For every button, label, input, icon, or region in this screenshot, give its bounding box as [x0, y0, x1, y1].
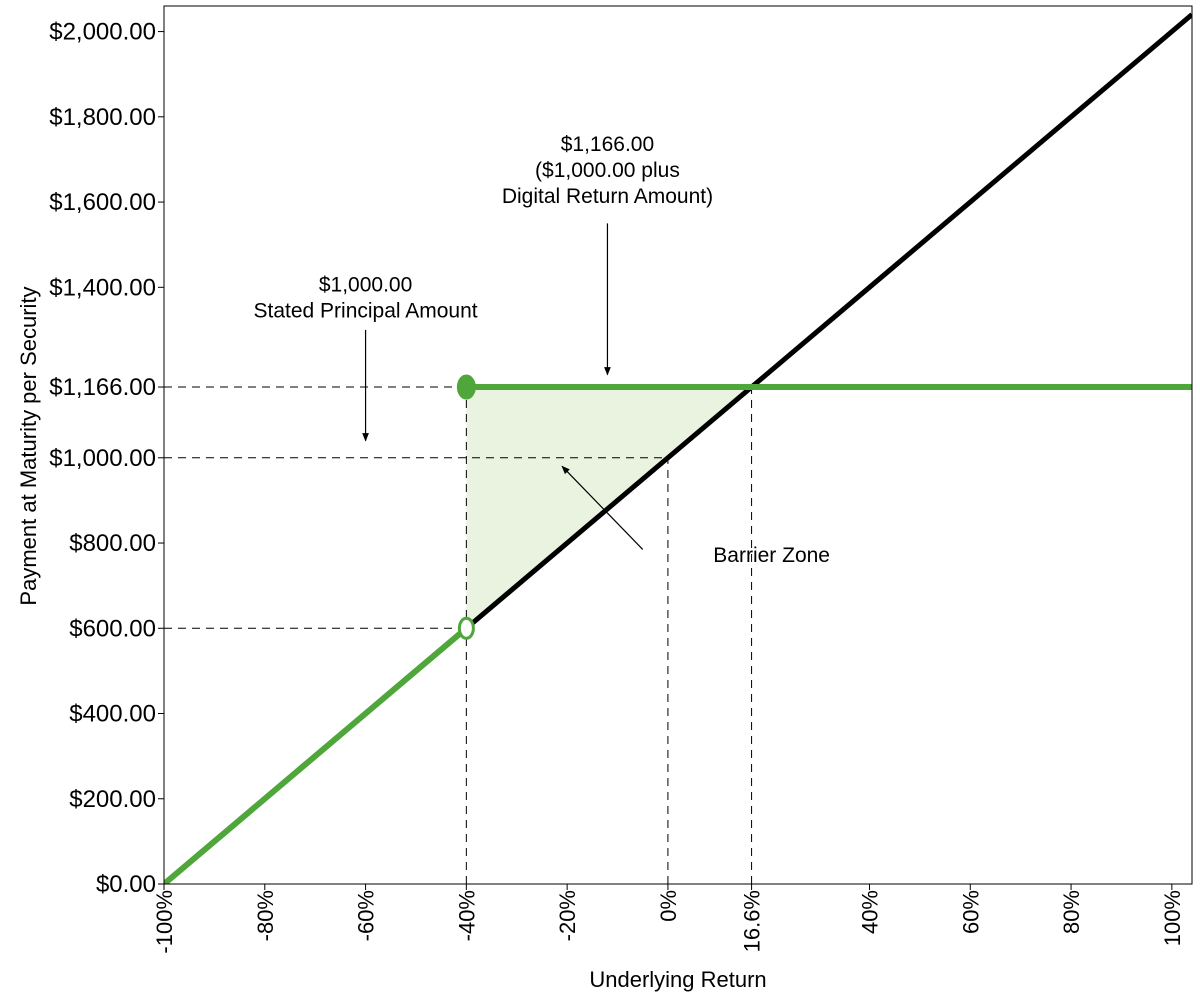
- y-tick-label-9: $1,800.00: [49, 104, 156, 131]
- markers-layer: [456, 374, 476, 640]
- y-tick-label-0: $0.00: [96, 871, 156, 898]
- x-axis-title: Underlying Return: [589, 967, 766, 992]
- x-tick-label-1: -80%: [253, 890, 278, 941]
- y-tick-label-10: $2,000.00: [49, 19, 156, 46]
- y-tick-label-5: $1,000.00: [49, 445, 156, 472]
- x-tick-label-7: 40%: [857, 890, 882, 934]
- x-axis: -100% -80% -60% -40% -20% 0% 16.6% 40% 60% 80% 100…: [152, 884, 1185, 954]
- x-tick-label-3: -40%: [454, 890, 479, 941]
- annotation-line: Stated Principal Amount: [253, 300, 477, 323]
- x-tick-label-9: 80%: [1059, 890, 1084, 934]
- y-axis-title: Payment at Maturity per Security: [16, 286, 41, 605]
- annotation-line: Barrier Zone: [713, 544, 830, 567]
- y-axis: $0.00 $200.00 $400.00 $600.00 $800.00 $1,000.…: [49, 19, 164, 898]
- plot-frame: [163, 5, 1193, 885]
- annotation-line: $1,000.00: [319, 274, 412, 297]
- annotation-text-1: $1,000.00 Stated Principal Amount: [253, 274, 477, 323]
- x-tick-label-6: 16.6%: [740, 890, 765, 952]
- y-tick-label-7: $1,400.00: [49, 274, 156, 301]
- reference-lines-layer: [164, 386, 753, 884]
- annotations-layer: $1,166.00 ($1,000.00 plus Digital Return A…: [253, 133, 829, 567]
- series-line-1: [164, 625, 469, 884]
- y-tick-label-3: $600.00: [69, 615, 156, 642]
- y-tick-label-1: $200.00: [69, 786, 156, 813]
- annotation-line: ($1,000.00 plus: [535, 159, 680, 182]
- annotation-text-2: Barrier Zone: [713, 544, 830, 567]
- annotation-text-0: $1,166.00 ($1,000.00 plus Digital Return A…: [502, 133, 713, 208]
- marker-filled-0: [456, 374, 476, 400]
- x-tick-label-2: -60%: [354, 890, 379, 941]
- series-layer: [164, 12, 1192, 884]
- x-tick-label-4: -20%: [555, 890, 580, 941]
- x-tick-label-0: -100%: [152, 890, 177, 954]
- marker-open-1: [457, 616, 475, 640]
- y-tick-label-8: $1,600.00: [49, 189, 156, 216]
- x-tick-label-8: 60%: [958, 890, 983, 934]
- y-tick-label-4: $800.00: [69, 530, 156, 557]
- annotation-line: $1,166.00: [561, 133, 654, 156]
- annotation-line: Digital Return Amount): [502, 185, 713, 208]
- y-tick-label-6: $1,166.00: [49, 374, 156, 401]
- x-tick-label-5: 0%: [656, 890, 681, 922]
- x-tick-label-10: 100%: [1160, 890, 1185, 946]
- y-tick-label-2: $400.00: [69, 701, 156, 728]
- annotation-arrow-2: [561, 465, 644, 550]
